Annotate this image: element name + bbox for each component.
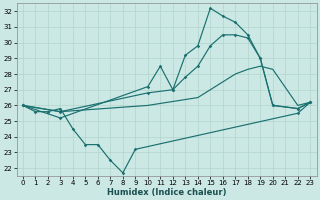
X-axis label: Humidex (Indice chaleur): Humidex (Indice chaleur) bbox=[107, 188, 226, 197]
